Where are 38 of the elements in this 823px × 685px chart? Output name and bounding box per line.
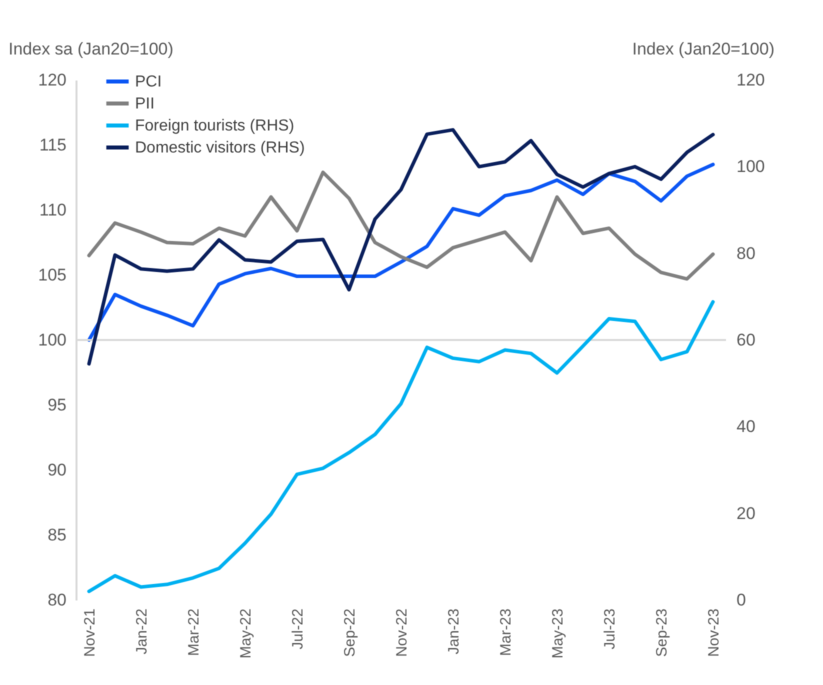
legend-label: Foreign tourists (RHS) bbox=[135, 118, 294, 134]
y-tick-label: 95 bbox=[48, 396, 66, 414]
x-tick-label: Jan-23 bbox=[446, 608, 462, 654]
legend-label: PII bbox=[135, 96, 155, 112]
x-tick-label: May-23 bbox=[550, 608, 566, 659]
y-tick-label: 85 bbox=[48, 526, 66, 544]
y-tick-label: 120 bbox=[38, 70, 66, 90]
line-series bbox=[87, 162, 715, 342]
y2-tick-label: 120 bbox=[736, 70, 765, 90]
x-tick-label: May-22 bbox=[238, 608, 254, 659]
x-tick-label: Mar-23 bbox=[498, 608, 514, 656]
line-series bbox=[87, 170, 715, 281]
y2-axis-title: Index (Jan20=100) bbox=[632, 40, 774, 58]
y-tick-label: 100 bbox=[38, 330, 66, 350]
x-tick-label: Sep-22 bbox=[342, 608, 358, 657]
y2-tick-label: 40 bbox=[736, 417, 756, 436]
y2-tick-label: 60 bbox=[736, 330, 756, 350]
x-tick-label: Jul-22 bbox=[290, 608, 306, 650]
y2-tick-label: 0 bbox=[736, 590, 746, 610]
y2-tick-label: 100 bbox=[736, 157, 765, 176]
x-tick-label: Mar-22 bbox=[186, 608, 202, 656]
legend-label: Domestic visitors (RHS) bbox=[135, 140, 305, 156]
y-tick-label: 115 bbox=[39, 136, 66, 154]
y-tick-label: 90 bbox=[48, 460, 66, 480]
y2-tick-label: 80 bbox=[736, 244, 756, 263]
x-tick-label: Nov-22 bbox=[394, 608, 410, 657]
y-axis-title: Index sa (Jan20=100) bbox=[8, 40, 174, 58]
legend-label: PCI bbox=[135, 74, 162, 90]
y-tick-label: 80 bbox=[48, 590, 66, 610]
x-tick-label: Nov-21 bbox=[82, 608, 98, 657]
x-tick-label: Jan-22 bbox=[134, 608, 150, 654]
x-tick-label: Nov-23 bbox=[706, 608, 722, 657]
line-series bbox=[87, 300, 715, 594]
y-tick-label: 105 bbox=[38, 266, 66, 284]
x-tick-label: Sep-23 bbox=[654, 608, 670, 657]
y2-tick-label: 20 bbox=[736, 504, 756, 523]
y-tick-label: 110 bbox=[39, 200, 66, 220]
x-tick-label: Jul-23 bbox=[602, 608, 618, 650]
